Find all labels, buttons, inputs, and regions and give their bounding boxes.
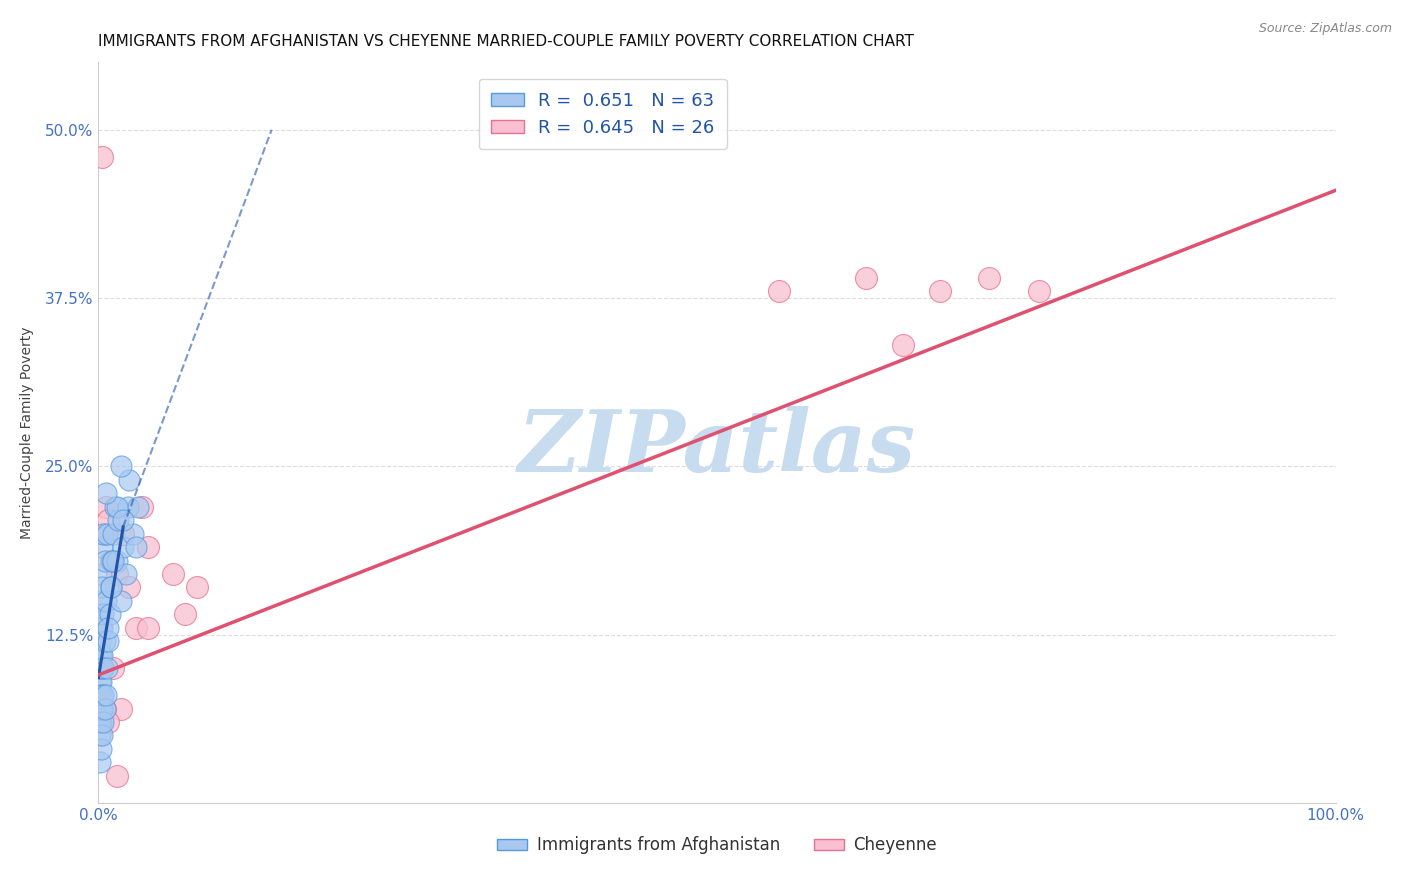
Point bbox=[89, 756, 111, 770]
Point bbox=[90, 594, 112, 608]
Point bbox=[105, 769, 128, 783]
Point bbox=[89, 701, 111, 715]
Point bbox=[93, 607, 115, 622]
Text: IMMIGRANTS FROM AFGHANISTAN VS CHEYENNE MARRIED-COUPLE FAMILY POVERTY CORRELATIO: IMMIGRANTS FROM AFGHANISTAN VS CHEYENNE … bbox=[98, 34, 914, 49]
Point bbox=[105, 553, 128, 567]
Point bbox=[91, 621, 114, 635]
Point bbox=[91, 729, 114, 743]
Point bbox=[136, 621, 159, 635]
Point bbox=[100, 581, 122, 595]
Point bbox=[94, 688, 117, 702]
Point bbox=[979, 270, 1001, 285]
Point bbox=[186, 581, 208, 595]
Point bbox=[855, 270, 877, 285]
Point bbox=[127, 500, 149, 514]
Point bbox=[91, 648, 114, 662]
Point bbox=[89, 607, 111, 622]
Point bbox=[93, 553, 115, 567]
Legend: Immigrants from Afghanistan, Cheyenne: Immigrants from Afghanistan, Cheyenne bbox=[491, 830, 943, 861]
Point bbox=[122, 526, 145, 541]
Point bbox=[91, 701, 114, 715]
Point bbox=[91, 661, 114, 675]
Point bbox=[89, 634, 111, 648]
Point bbox=[90, 742, 112, 756]
Point bbox=[97, 714, 120, 729]
Point bbox=[90, 701, 112, 715]
Point bbox=[94, 486, 117, 500]
Point bbox=[97, 621, 120, 635]
Point bbox=[94, 500, 117, 514]
Point bbox=[89, 648, 111, 662]
Point bbox=[93, 661, 115, 675]
Point bbox=[768, 285, 790, 299]
Point bbox=[91, 150, 114, 164]
Point bbox=[110, 594, 132, 608]
Point bbox=[90, 621, 112, 635]
Point bbox=[117, 500, 139, 514]
Point bbox=[90, 688, 112, 702]
Point bbox=[97, 513, 120, 527]
Text: Source: ZipAtlas.com: Source: ZipAtlas.com bbox=[1258, 22, 1392, 36]
Point bbox=[97, 634, 120, 648]
Point bbox=[89, 714, 111, 729]
Point bbox=[98, 607, 121, 622]
Text: ZIPatlas: ZIPatlas bbox=[517, 406, 917, 489]
Point bbox=[93, 634, 115, 648]
Point bbox=[162, 566, 184, 581]
Point bbox=[93, 526, 115, 541]
Point bbox=[93, 701, 115, 715]
Point bbox=[112, 540, 135, 554]
Point bbox=[93, 526, 115, 541]
Point bbox=[110, 701, 132, 715]
Point bbox=[91, 540, 114, 554]
Point bbox=[100, 553, 122, 567]
Point bbox=[103, 661, 125, 675]
Point bbox=[90, 714, 112, 729]
Point bbox=[174, 607, 197, 622]
Point bbox=[90, 661, 112, 675]
Point bbox=[93, 714, 115, 729]
Point bbox=[891, 338, 914, 352]
Point bbox=[107, 513, 129, 527]
Point bbox=[124, 621, 146, 635]
Point bbox=[93, 701, 115, 715]
Point bbox=[100, 581, 122, 595]
Point bbox=[1028, 285, 1050, 299]
Point bbox=[89, 661, 111, 675]
Point bbox=[118, 581, 141, 595]
Point bbox=[96, 526, 118, 541]
Point bbox=[110, 459, 132, 474]
Point bbox=[131, 500, 153, 514]
Point bbox=[89, 674, 111, 689]
Point bbox=[89, 688, 111, 702]
Point bbox=[91, 688, 114, 702]
Point bbox=[93, 688, 115, 702]
Point bbox=[928, 285, 950, 299]
Point bbox=[96, 661, 118, 675]
Point bbox=[103, 553, 125, 567]
Point bbox=[90, 566, 112, 581]
Point bbox=[101, 553, 124, 567]
Point bbox=[105, 566, 128, 581]
Point bbox=[114, 566, 136, 581]
Point bbox=[90, 648, 112, 662]
Point bbox=[91, 581, 114, 595]
Point bbox=[112, 526, 135, 541]
Point bbox=[94, 594, 117, 608]
Point bbox=[112, 513, 135, 527]
Point bbox=[136, 540, 159, 554]
Point bbox=[103, 526, 125, 541]
Point bbox=[105, 500, 128, 514]
Point bbox=[124, 540, 146, 554]
Point bbox=[118, 473, 141, 487]
Point bbox=[89, 729, 111, 743]
Point bbox=[90, 674, 112, 689]
Point bbox=[103, 500, 125, 514]
Y-axis label: Married-Couple Family Poverty: Married-Couple Family Poverty bbox=[20, 326, 34, 539]
